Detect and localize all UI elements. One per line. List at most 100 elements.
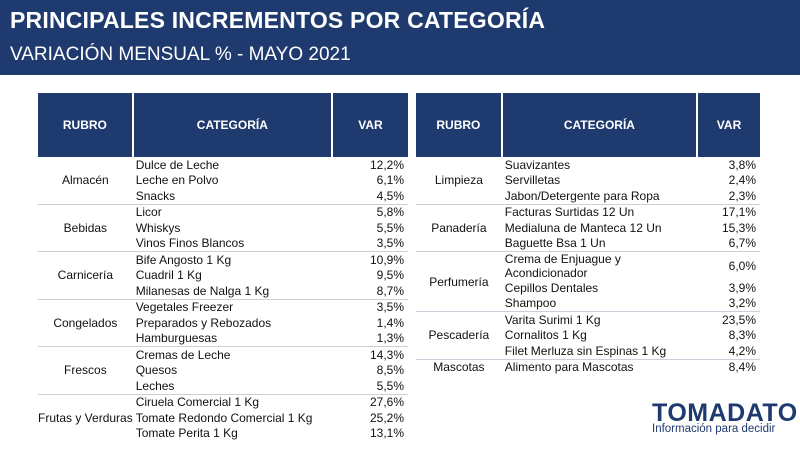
categoria-cell: Baguette Bsa 1 Un	[501, 235, 698, 252]
categoria-cell: Filet Merluza sin Espinas 1 Kg	[501, 343, 698, 359]
col-header-rubro: RUBRO	[38, 93, 133, 157]
table-row: Medialuna de Manteca 12 Un 15,3%	[416, 220, 760, 236]
var-cell: 14,3%	[331, 346, 408, 363]
var-cell: 8,4%	[697, 358, 760, 375]
table-row: Bebidas Licor 5,8%	[38, 203, 408, 252]
categoria-cell: Servilletas	[501, 172, 698, 188]
var-cell: 1,4%	[331, 315, 408, 331]
categoria-cell: Tomate Perita 1 Kg	[132, 425, 332, 441]
var-cell: 8,5%	[331, 362, 408, 378]
categoria-cell: Alimento para Mascotas	[501, 358, 698, 375]
var-cell: 8,7%	[331, 283, 408, 299]
table-row: Hamburguesas 1,3%	[38, 330, 408, 347]
page-subtitle: VARIACIÓN MENSUAL % - MAYO 2021	[10, 44, 351, 65]
rubro-cell: Carnicería	[38, 251, 133, 299]
var-cell: 2,3%	[697, 188, 760, 204]
rubro-cell: Almacén	[38, 157, 133, 204]
categoria-cell: Preparados y Rebozados	[132, 315, 332, 331]
var-cell: 4,2%	[697, 343, 760, 359]
table-row: Quesos 8,5%	[38, 362, 408, 378]
col-header-rubro: RUBRO	[416, 93, 502, 157]
logo-tagline: Información para decidir	[652, 423, 776, 435]
rubro-cell: Frescos	[38, 346, 133, 394]
var-cell: 6,7%	[697, 235, 760, 252]
categoria-cell: Jabon/Detergente para Ropa	[501, 188, 698, 204]
var-cell: 17,1%	[697, 203, 760, 220]
categoria-cell: Licor	[132, 203, 332, 220]
var-cell: 5,8%	[331, 203, 408, 220]
var-cell: 23,5%	[697, 311, 760, 328]
var-cell: 3,8%	[697, 157, 760, 173]
table-row: Almacén Dulce de Leche 12,2%	[38, 157, 408, 204]
table-row: Vinos Finos Blancos 3,5%	[38, 235, 408, 252]
left-table: RUBRO CATEGORÍA VAR Almacén Dulce de Lech…	[38, 93, 408, 441]
col-header-var: VAR	[330, 93, 408, 157]
rubro-cell: Panadería	[416, 203, 502, 252]
table-row: Frutas y Verduras Ciruela Comercial 1 Kg 2…	[38, 393, 408, 441]
categoria-cell: Whiskys	[132, 220, 332, 236]
right-table: RUBRO CATEGORÍA VAR Limpieza Suavizantes 3…	[416, 93, 760, 375]
tomadato-logo: TOMADATO Información para decidir	[652, 399, 797, 444]
var-cell: 27,6%	[331, 393, 408, 410]
table-row: Limpieza Suavizantes 3,8%	[416, 157, 760, 204]
table-row: Tomate Redondo Comercial 1 Kg 25,2%	[38, 410, 408, 426]
table-row: Perfumería Crema de Enjuague y Acondicion…	[416, 251, 760, 312]
var-cell: 3,5%	[331, 235, 408, 252]
table-row: Cornalitos 1 Kg 8,3%	[416, 327, 760, 343]
categoria-cell: Vegetales Freezer	[132, 298, 332, 315]
col-header-categoria: CATEGORÍA	[500, 93, 698, 157]
table-row: Leches 5,5%	[38, 378, 408, 394]
categoria-cell: Dulce de Leche	[132, 157, 332, 173]
categoria-cell: Cornalitos 1 Kg	[501, 327, 698, 343]
var-cell: 3,9%	[697, 280, 760, 296]
rubro-cell: Bebidas	[38, 203, 133, 252]
rubro-cell: Frutas y Verduras	[38, 393, 133, 441]
page-title: PRINCIPALES INCREMENTOS POR CATEGORÍA	[10, 7, 546, 33]
var-cell: 10,9%	[331, 251, 408, 268]
categoria-cell: Ciruela Comercial 1 Kg	[132, 393, 332, 410]
var-cell: 13,1%	[331, 425, 408, 441]
table-row: Leche en Polvo 6,1%	[38, 172, 408, 188]
table-row: Congelados Vegetales Freezer 3,5%	[38, 298, 408, 347]
col-header-var: VAR	[696, 93, 760, 157]
categoria-cell: Vinos Finos Blancos	[132, 235, 332, 252]
table-row: Tomate Perita 1 Kg 13,1%	[38, 425, 408, 441]
var-cell: 15,3%	[697, 220, 760, 236]
table-row: Shampoo 3,2%	[416, 295, 760, 312]
categoria-cell: Snacks	[132, 188, 332, 204]
table-row: Panadería Facturas Surtidas 12 Un 17,1%	[416, 203, 760, 252]
rubro-cell: Congelados	[38, 298, 133, 347]
var-cell: 25,2%	[331, 410, 408, 426]
categoria-cell: Leche en Polvo	[132, 172, 332, 188]
table-row: Carnicería Bife Angosto 1 Kg 10,9%	[38, 251, 408, 299]
categoria-cell: Crema de Enjuague y Acondicionador	[501, 251, 698, 280]
table-row: Cepillos Dentales 3,9%	[416, 280, 760, 296]
categoria-cell: Cepillos Dentales	[501, 280, 698, 296]
table-row: Cuadril 1 Kg 9,5%	[38, 267, 408, 283]
var-cell: 5,5%	[331, 220, 408, 236]
var-cell: 12,2%	[331, 157, 408, 173]
rubro-cell: Pescadería	[416, 311, 502, 359]
categoria-cell: Bife Angosto 1 Kg	[132, 251, 332, 268]
table-row: Mascotas Alimento para Mascotas 8,4%	[416, 358, 760, 375]
categoria-cell: Shampoo	[501, 295, 698, 312]
var-cell: 5,5%	[331, 378, 408, 394]
table-row: Filet Merluza sin Espinas 1 Kg 4,2%	[416, 343, 760, 359]
table-row: Jabon/Detergente para Ropa 2,3%	[416, 188, 760, 204]
var-cell: 8,3%	[697, 327, 760, 343]
table-row: Whiskys 5,5%	[38, 220, 408, 236]
categoria-cell: Hamburguesas	[132, 330, 332, 347]
table-row: Baguette Bsa 1 Un 6,7%	[416, 235, 760, 252]
categoria-cell: Cuadril 1 Kg	[132, 267, 332, 283]
table-row: Milanesas de Nalga 1 Kg 8,7%	[38, 283, 408, 299]
table-row: Servilletas 2,4%	[416, 172, 760, 188]
table-row: Snacks 4,5%	[38, 188, 408, 204]
categoria-cell: Facturas Surtidas 12 Un	[501, 203, 698, 220]
rubro-cell: Mascotas	[416, 358, 502, 375]
categoria-cell: Suavizantes	[501, 157, 698, 173]
categoria-cell: Varita Surimi 1 Kg	[501, 311, 698, 328]
categoria-cell: Tomate Redondo Comercial 1 Kg	[132, 410, 332, 426]
var-cell: 4,5%	[331, 188, 408, 204]
var-cell: 9,5%	[331, 267, 408, 283]
header-banner: PRINCIPALES INCREMENTOS POR CATEGORÍA VA…	[0, 0, 800, 75]
